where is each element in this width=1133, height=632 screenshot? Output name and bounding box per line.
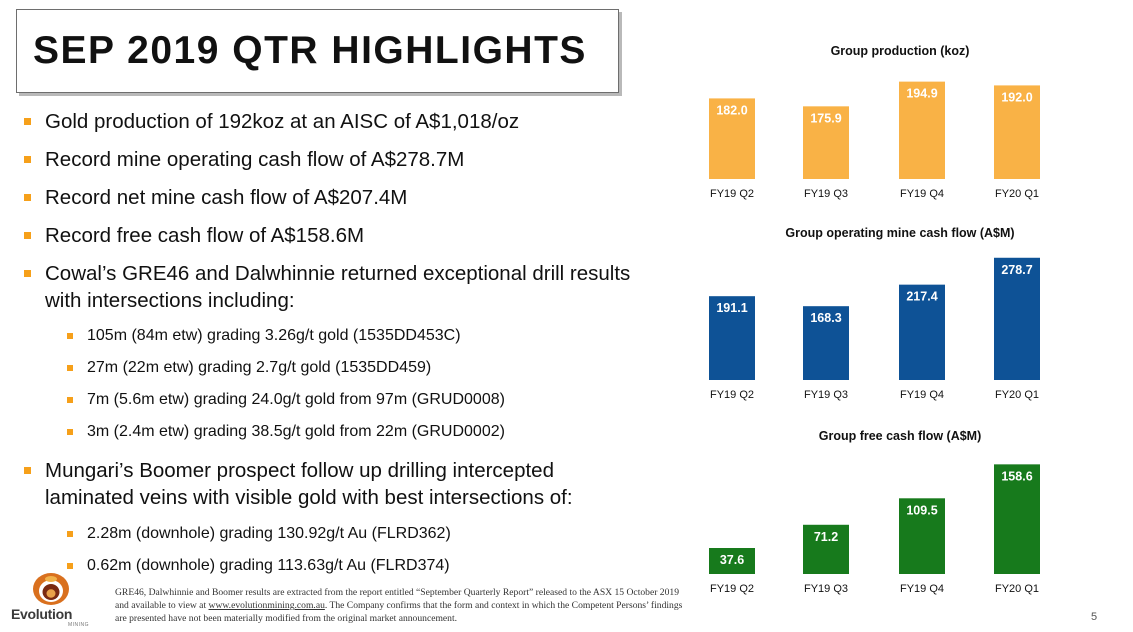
data-label: 109.5 — [906, 503, 937, 517]
page-title: SEP 2019 QTR HIGHLIGHTS — [33, 29, 587, 72]
operating-cash-flow-chart: Group operating mine cash flow (A$M) 191.… — [690, 222, 1133, 407]
bar-fy19-q3 — [803, 524, 849, 574]
bar-fy19-q4 — [899, 498, 945, 574]
bullet-item: Cowal’s GRE46 and Dalwhinnie returned ex… — [22, 260, 642, 314]
footnote-link[interactable]: www.evolutionmining.com.au — [208, 600, 325, 612]
category-label: FY19 Q3 — [804, 389, 848, 401]
footnote: GRE46, Dalwhinnie and Boomer results are… — [115, 586, 690, 626]
data-label: 158.6 — [1001, 469, 1032, 483]
category-label: FY19 Q3 — [804, 583, 848, 595]
category-label: FY19 Q4 — [900, 583, 944, 595]
footnote-text-after: . The Company confirms that the form and… — [115, 600, 683, 625]
chart-svg: 37.6 FY19 Q2 71.2 FY19 Q3 109.5 FY19 Q4 158.6 F… — [709, 464, 1040, 595]
sub-bullet-item: 2.28m (downhole) grading 130.92g/t Au (F… — [22, 524, 642, 544]
sub-bullet-item: 0.62m (downhole) grading 113.63g/t Au (F… — [22, 556, 642, 576]
sub-bullet-item: 3m (2.4m etw) grading 38.5g/t gold from … — [22, 422, 642, 442]
data-label: 71.2 — [814, 530, 838, 544]
bullet-item: Record free cash flow of A$158.6M — [22, 222, 642, 249]
data-label: 192.0 — [1001, 90, 1032, 104]
bullet-item: Record mine operating cash flow of A$278… — [22, 146, 642, 173]
chart-title: Group operating mine cash flow (A$M) — [785, 226, 1015, 240]
free-cash-flow-chart: Group free cash flow (A$M) 37.6 FY19 Q2 71.… — [690, 425, 1133, 600]
chart-title: Group free cash flow (A$M) — [818, 429, 982, 443]
category-label: FY19 Q2 — [710, 583, 754, 595]
data-label: 217.4 — [906, 290, 937, 304]
chart-title: Group production (koz) — [830, 44, 970, 58]
logo-subtext: MINING — [68, 622, 90, 628]
bar-fy19-q4 — [899, 284, 945, 380]
sub-bullet-item: 27m (22m etw) grading 2.7g/t gold (1535D… — [22, 358, 642, 378]
logo-mark-icon — [33, 573, 69, 605]
bullet-item: Record net mine cash flow of A$207.4M — [22, 184, 642, 211]
category-label: FY20 Q1 — [995, 188, 1039, 200]
data-label: 182.0 — [716, 103, 747, 117]
production-chart: Group production (koz) 182.0 FY19 Q2 175.9 F… — [690, 40, 1133, 205]
bar-fy19-q2 — [709, 296, 755, 380]
bullet-item: Mungari’s Boomer prospect follow up dril… — [22, 457, 642, 511]
sub-bullet-item: 7m (5.6m etw) grading 24.0g/t gold from … — [22, 390, 642, 410]
data-label: 175.9 — [810, 111, 841, 125]
chart-svg: 182.0 FY19 Q2 175.9 FY19 Q3 194.9 FY19 Q4 192.… — [709, 81, 1040, 200]
bar-fy19-q3 — [803, 106, 849, 179]
category-label: FY19 Q2 — [710, 389, 754, 401]
data-label: 37.6 — [720, 553, 744, 567]
data-label: 191.1 — [716, 301, 747, 315]
category-label: FY19 Q4 — [900, 389, 944, 401]
title-box: SEP 2019 QTR HIGHLIGHTS — [16, 9, 619, 93]
bar-fy20-q1 — [994, 464, 1040, 574]
data-label: 194.9 — [906, 87, 937, 101]
category-label: FY20 Q1 — [995, 389, 1039, 401]
bar-fy19-q2 — [709, 98, 755, 179]
category-label: FY19 Q4 — [900, 188, 944, 200]
sub-bullet-item: 105m (84m etw) grading 3.26g/t gold (153… — [22, 326, 642, 346]
bar-fy19-q4 — [899, 81, 945, 179]
page-number: 5 — [1091, 611, 1098, 623]
bar-fy20-q1 — [994, 85, 1040, 179]
category-label: FY19 Q2 — [710, 188, 754, 200]
category-label: FY19 Q3 — [804, 188, 848, 200]
bar-fy19-q2 — [709, 548, 755, 574]
bullet-list: Gold production of 192koz at an AISC of … — [22, 108, 642, 576]
data-label: 168.3 — [810, 311, 841, 325]
chart-svg: 191.1 FY19 Q2 168.3 FY19 Q3 217.4 FY19 Q4 278.… — [709, 257, 1040, 401]
category-label: FY20 Q1 — [995, 583, 1039, 595]
bar-fy20-q1 — [994, 257, 1040, 380]
bar-fy19-q3 — [803, 306, 849, 380]
data-label: 278.7 — [1001, 263, 1032, 277]
logo-wordmark: Evolution — [11, 606, 73, 622]
footnote-text-before: GRE46, Dalwhinnie and Boomer results are… — [115, 587, 679, 612]
bullet-item: Gold production of 192koz at an AISC of … — [22, 108, 642, 135]
evolution-logo: Evolution MINING — [11, 570, 91, 628]
